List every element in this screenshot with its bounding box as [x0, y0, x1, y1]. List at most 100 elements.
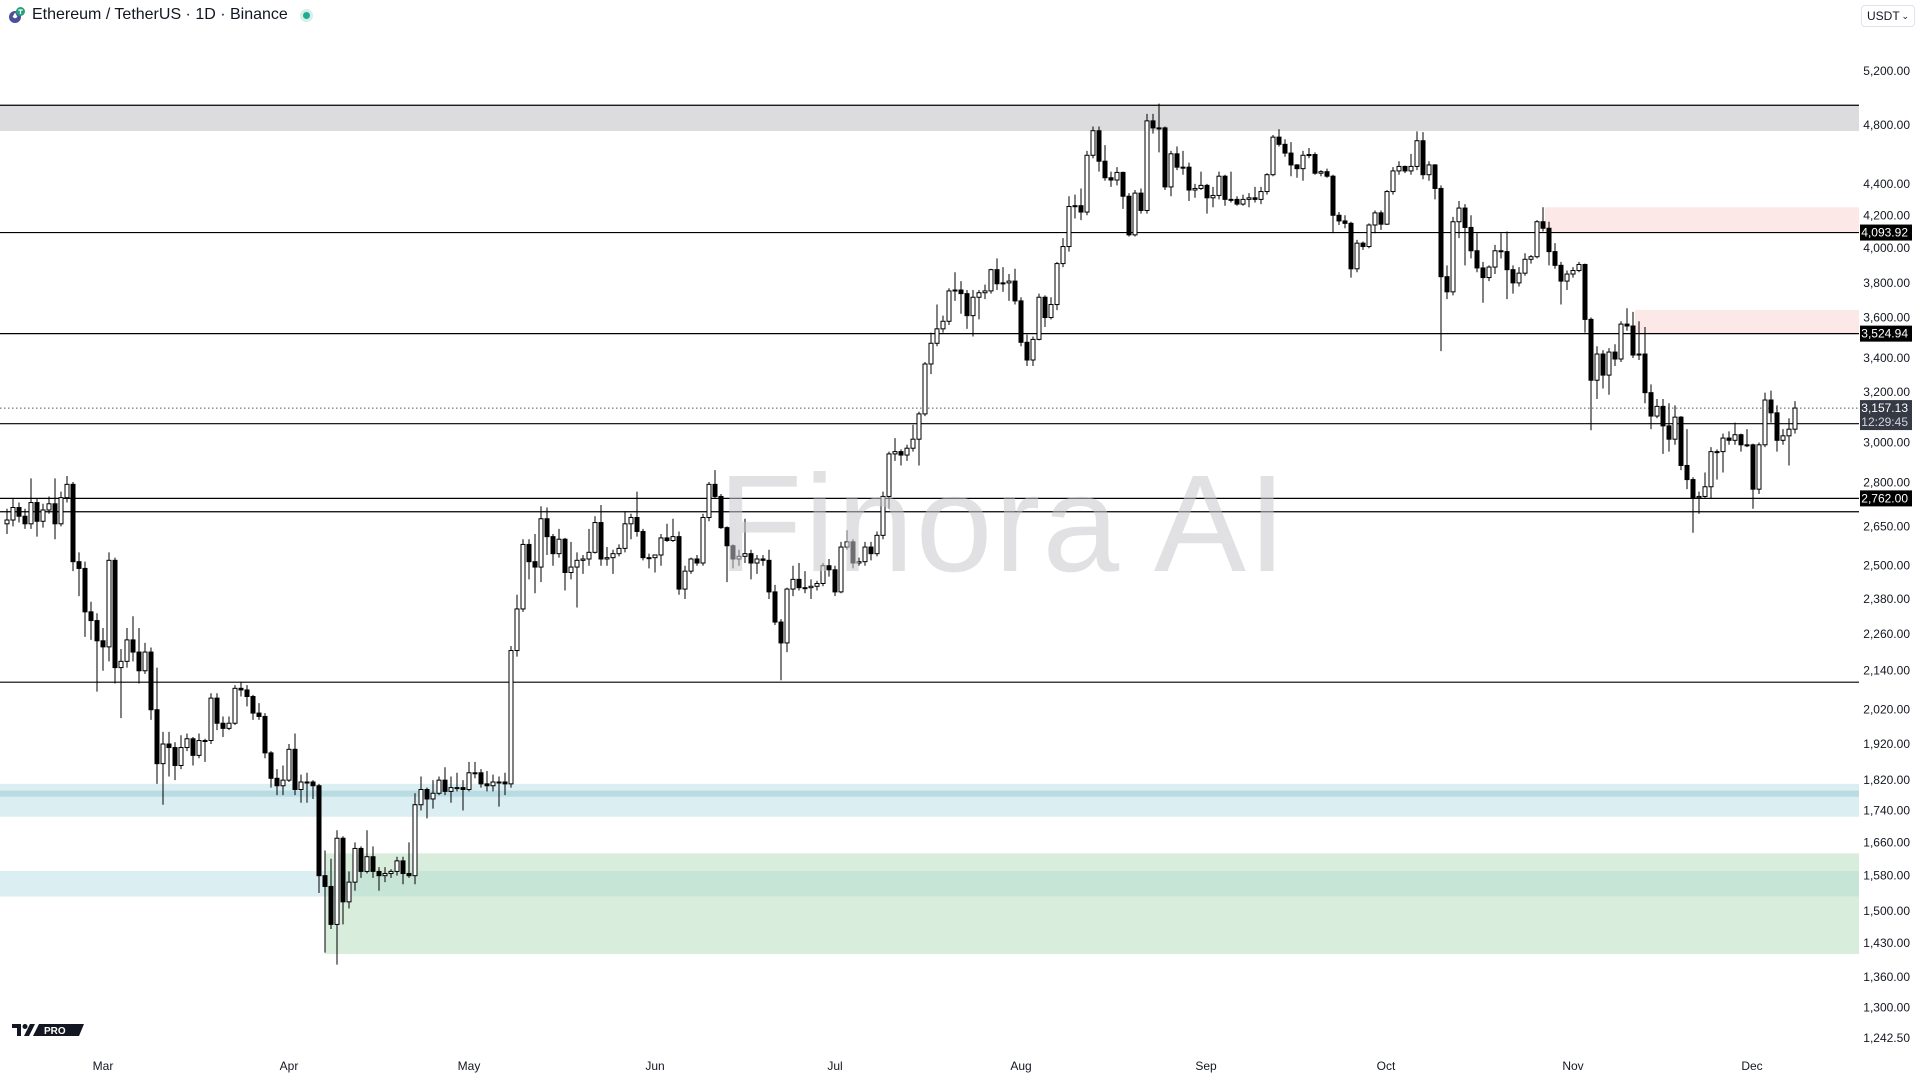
candle-up: [934, 304, 940, 347]
candle-body: [904, 447, 910, 456]
candle-up: [298, 774, 304, 803]
candle-up: [1246, 193, 1252, 208]
candle-up: [1372, 210, 1378, 234]
candle-up: [466, 761, 472, 792]
candle-up: [1090, 126, 1096, 159]
candle-body: [1702, 486, 1708, 497]
candle-up: [1450, 216, 1456, 296]
y-tick-label: 2,650.00: [1863, 519, 1910, 533]
candle-up: [1570, 267, 1576, 278]
candle-body: [1642, 353, 1648, 394]
candle-body: [1744, 444, 1750, 447]
candle-body: [826, 565, 832, 571]
candle-body: [784, 588, 790, 644]
candle-up: [790, 565, 796, 597]
candle-body: [1618, 323, 1624, 360]
candle-body: [64, 483, 70, 499]
candle-up: [580, 554, 586, 574]
candle-down: [154, 667, 160, 784]
candle-down: [52, 478, 58, 540]
y-tick-label: 2,800.00: [1863, 475, 1910, 489]
candle-up: [1198, 171, 1204, 191]
candle-up: [820, 563, 826, 587]
candle-down: [1582, 263, 1588, 333]
candle-body: [1258, 191, 1264, 200]
candle-down: [562, 537, 568, 591]
candle-body: [850, 541, 856, 564]
candle-body: [628, 516, 634, 525]
candle-body: [652, 554, 658, 559]
candle-up: [610, 549, 616, 574]
candle-up: [520, 539, 526, 612]
candle-body: [1120, 171, 1126, 197]
candle-down: [1234, 196, 1240, 206]
candle-up: [784, 587, 790, 653]
symbol-title[interactable]: Ethereum / TetherUS · 1D · Binance: [32, 6, 288, 23]
candle-body: [1396, 165, 1402, 172]
candle-body: [82, 567, 88, 613]
candle-down: [1540, 207, 1546, 232]
price-level-label-box: [1860, 490, 1912, 507]
candle-down: [322, 850, 328, 953]
candle-up: [412, 793, 418, 885]
candle-body: [1432, 164, 1438, 189]
candle-body: [382, 873, 388, 877]
candle-up: [1264, 173, 1270, 195]
candle-up: [628, 513, 634, 540]
candle-up: [28, 478, 34, 529]
candle-down: [1288, 142, 1294, 177]
candle-up: [1516, 267, 1522, 287]
candle-up: [1708, 447, 1714, 499]
candle-body: [1570, 270, 1576, 275]
candle-up: [388, 869, 394, 878]
candle-up: [178, 735, 184, 770]
candle-body: [226, 722, 232, 729]
candle-down: [1012, 268, 1018, 305]
candle-body: [1438, 187, 1444, 278]
candle-body: [394, 860, 400, 872]
candle-body: [1072, 205, 1078, 208]
candle-up: [1714, 449, 1720, 480]
candle-up: [1180, 150, 1186, 175]
candle-up: [1606, 348, 1612, 395]
candle-up: [604, 547, 610, 566]
candle-body: [310, 781, 316, 787]
candle-body: [1006, 280, 1012, 284]
candle-body: [274, 777, 280, 787]
candle-down: [958, 281, 964, 314]
candle-up: [862, 541, 868, 566]
candle-up: [418, 776, 424, 811]
candle-body: [712, 483, 718, 497]
y-tick-label: 3,400.00: [1863, 351, 1910, 365]
candle-body: [196, 740, 202, 756]
candle-up: [1066, 196, 1072, 252]
candle-body: [88, 611, 94, 622]
candle-body: [1720, 437, 1726, 453]
candle-down: [1774, 405, 1780, 452]
candle-body: [532, 561, 538, 568]
candle-body: [1534, 221, 1540, 258]
candle-up: [430, 780, 436, 809]
candle-body: [1192, 187, 1198, 191]
candle-body: [1420, 140, 1426, 176]
candle-body: [1372, 212, 1378, 226]
candle-body: [340, 837, 346, 903]
candle-body: [1474, 250, 1480, 269]
candle-body: [520, 543, 526, 610]
y-tick-label: 1,820.00: [1863, 773, 1910, 787]
candle-body: [172, 747, 178, 766]
candle-body: [1144, 120, 1150, 211]
candle-body: [52, 503, 58, 525]
candle-down: [1624, 308, 1630, 331]
candle-body: [1648, 392, 1654, 417]
y-tick-label: 1,430.00: [1863, 936, 1910, 950]
currency-selector[interactable]: USDT ⌄: [1861, 5, 1915, 27]
candle-down: [532, 534, 538, 594]
candle-body: [952, 289, 958, 292]
candle-up: [802, 571, 808, 594]
candle-down: [340, 836, 346, 925]
y-tick-label: 4,000.00: [1863, 241, 1910, 255]
candle-up: [1132, 190, 1138, 237]
candle-up: [1414, 131, 1420, 171]
